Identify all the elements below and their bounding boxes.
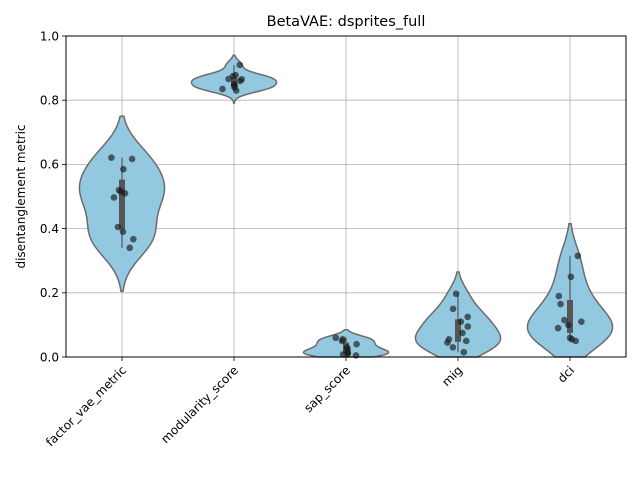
data-point-dci <box>557 300 564 308</box>
data-point-factor_vae_metric <box>119 228 127 236</box>
data-point-dci <box>567 273 575 281</box>
data-point-dci <box>564 321 572 329</box>
data-point-modularity_score <box>232 87 240 94</box>
data-point-mig <box>444 339 451 346</box>
data-point-mig <box>452 290 460 298</box>
y-axis-label: disentanglement metric <box>14 124 28 268</box>
data-point-mig <box>457 318 465 325</box>
iqr-box-factor_vae_metric <box>119 179 125 230</box>
data-point-mig <box>462 337 470 345</box>
data-point-dci <box>555 292 563 300</box>
data-point-factor_vae_metric <box>130 235 137 243</box>
data-point-mig <box>459 329 466 337</box>
data-point-mig <box>449 305 457 313</box>
y-tick-label: 0.8 <box>40 94 59 108</box>
data-point-sap_score <box>352 352 360 359</box>
data-point-sap_score <box>338 337 346 345</box>
data-point-modularity_score <box>236 61 244 69</box>
data-point-factor_vae_metric <box>128 155 136 163</box>
chart-title: BetaVAE: dsprites_full <box>267 14 426 30</box>
data-point-factor_vae_metric <box>114 223 122 231</box>
data-point-dci <box>554 324 562 332</box>
data-point-modularity_score <box>225 75 232 83</box>
y-tick-label: 0.2 <box>40 286 59 300</box>
iqr-box-mig <box>455 319 461 342</box>
data-point-factor_vae_metric <box>120 165 127 173</box>
data-points <box>108 61 585 359</box>
data-point-factor_vae_metric <box>108 154 115 161</box>
data-point-sap_score <box>339 351 347 358</box>
data-point-mig <box>460 348 468 356</box>
data-point-modularity_score <box>236 77 244 85</box>
iqr-box-dci <box>567 300 573 333</box>
data-point-mig <box>464 313 471 321</box>
y-tick-label: 0.4 <box>40 222 59 236</box>
data-point-factor_vae_metric <box>121 189 129 197</box>
data-point-sap_score <box>353 340 360 348</box>
y-tick-label: 1.0 <box>40 29 59 43</box>
data-point-factor_vae_metric <box>110 194 118 201</box>
y-tick-label: 0.0 <box>40 350 59 364</box>
y-tick-label: 0.6 <box>40 158 59 172</box>
data-point-dci <box>572 337 579 345</box>
data-point-dci <box>574 252 582 260</box>
data-point-mig <box>449 344 457 351</box>
data-point-mig <box>464 323 472 330</box>
data-point-dci <box>578 318 585 325</box>
data-point-dci <box>561 316 568 324</box>
y-axis-ticks: 0.0 0.2 0.4 0.6 0.8 1.0 <box>40 29 66 364</box>
data-point-modularity_score <box>219 85 226 93</box>
data-point-factor_vae_metric <box>126 244 134 252</box>
violins <box>78 54 614 358</box>
data-point-sap_score <box>332 334 340 342</box>
